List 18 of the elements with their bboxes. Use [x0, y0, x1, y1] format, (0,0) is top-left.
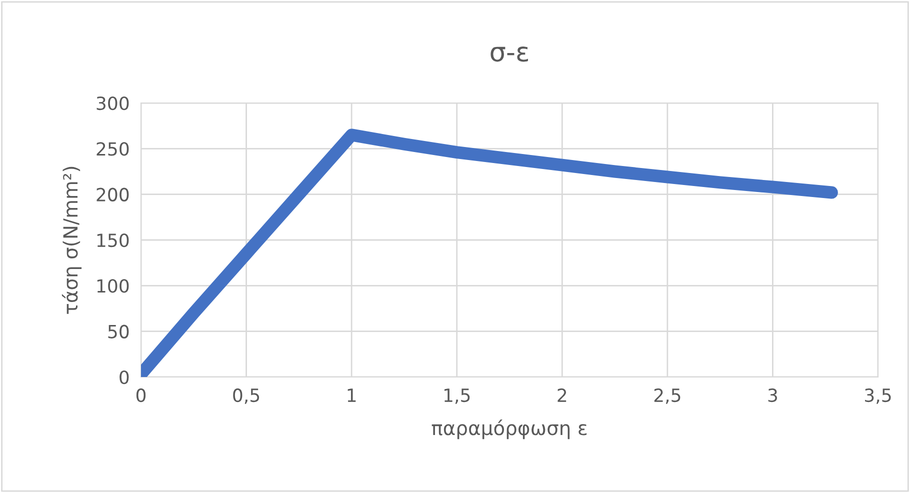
x-tick-label: 2 [558, 388, 566, 402]
chart-title: σ-ε [490, 46, 528, 62]
x-tick-label: 3 [768, 388, 778, 402]
x-tick-label: 1 [348, 388, 356, 402]
x-tick-label: 2,5 [654, 388, 680, 404]
x-tick-label: 0 [136, 388, 146, 402]
x-tick-label: 1,5 [444, 388, 470, 404]
y-tick-label: 0 [120, 370, 129, 384]
x-axis-title: παραμόρφωση ε [432, 419, 587, 440]
y-tick-label: 300 [96, 96, 129, 110]
y-axis-title: τάση σ(N/mm²) [62, 166, 82, 314]
x-tick-label: 0,5 [233, 388, 260, 404]
y-tick-label: 100 [97, 279, 129, 293]
x-tick-label: 3,5 [865, 388, 891, 404]
y-tick-label: 150 [97, 233, 129, 248]
y-tick-label: 250 [96, 142, 129, 156]
y-tick-label: 50 [108, 324, 129, 338]
y-tick-label: 200 [96, 188, 129, 202]
